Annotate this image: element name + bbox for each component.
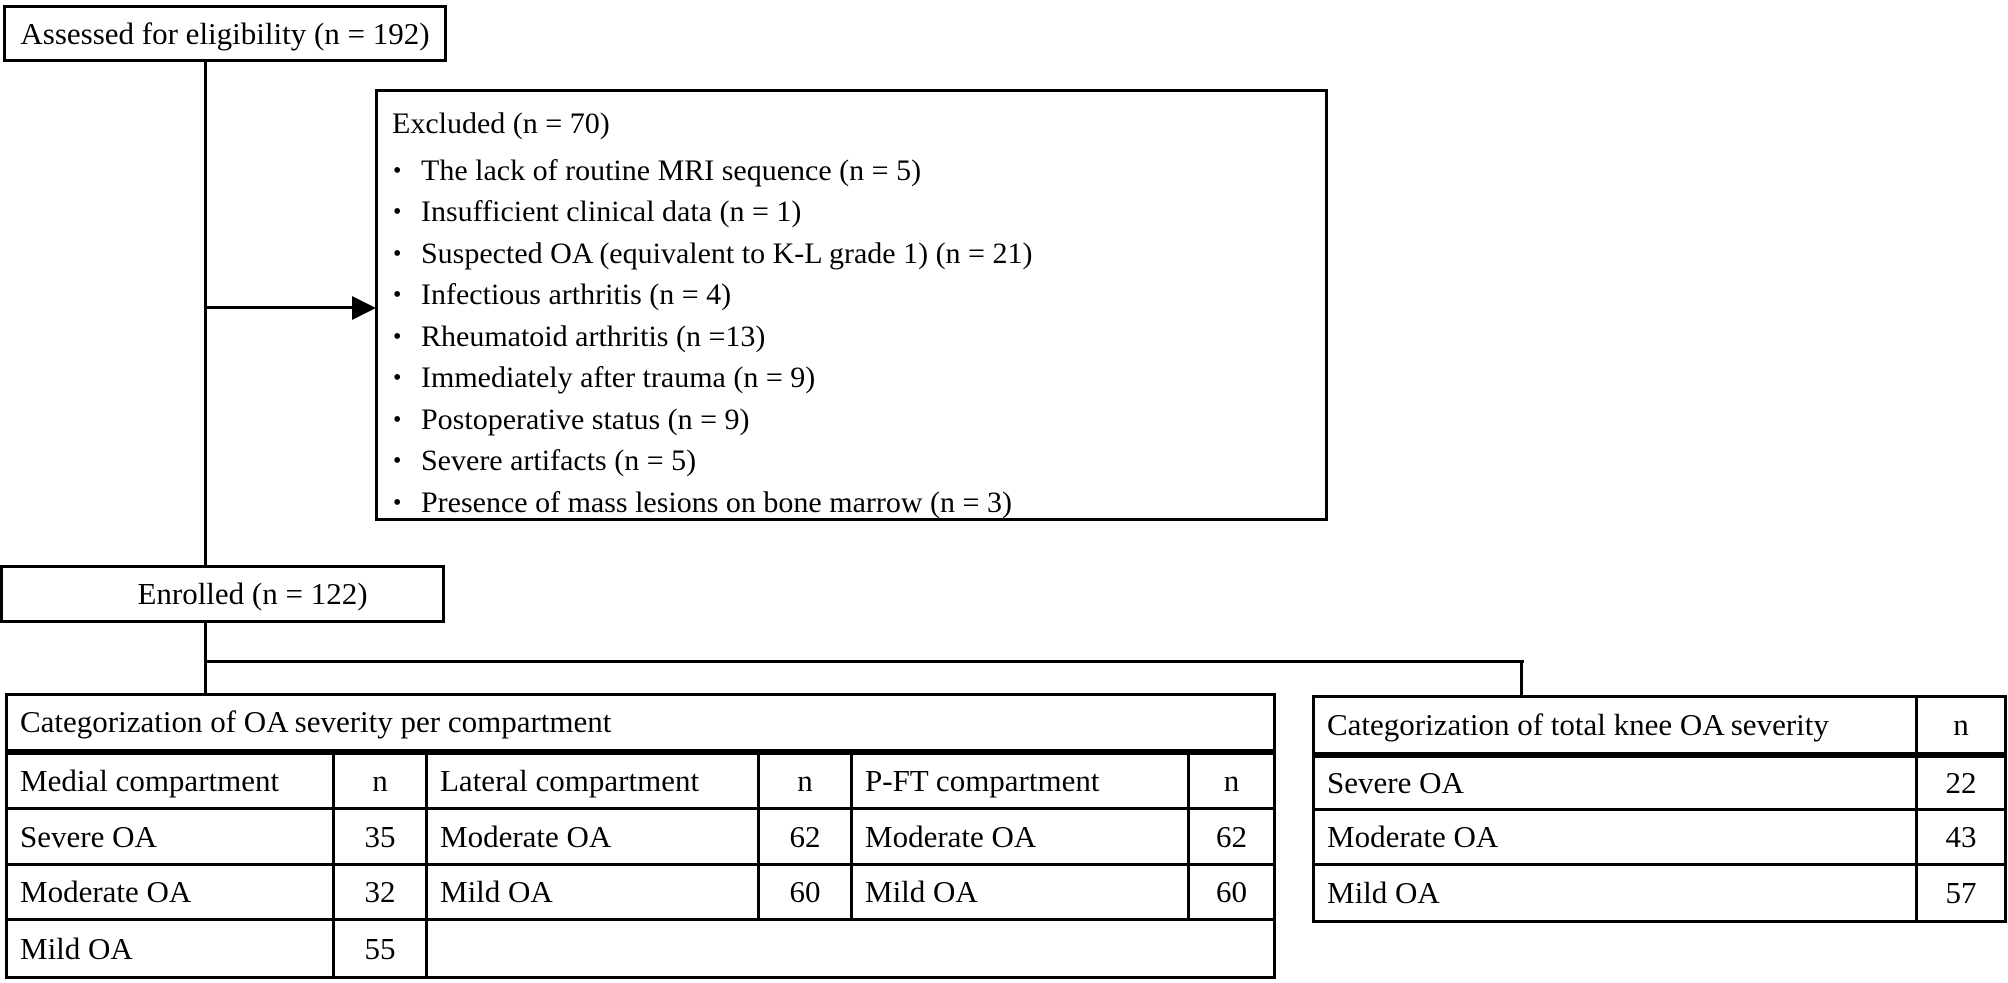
table-row: Mild OA 57 (1312, 863, 2007, 923)
excluded-item-text: Postoperative status (n = 9) (421, 402, 750, 436)
table-row: Moderate OA 43 (1312, 808, 2007, 866)
table-cell: 22 (1915, 753, 2007, 811)
excluded-item: • Rheumatoid arthritis (n =13) (390, 316, 1315, 358)
bullet-icon: • (393, 406, 402, 433)
excluded-item-text: Presence of mass lesions on bone marrow … (421, 485, 1012, 519)
connector-assessed-to-enrolled (204, 61, 207, 565)
enrolled-box: Enrolled (n = 122) (0, 565, 445, 623)
excluded-item-text: Rheumatoid arthritis (n =13) (421, 319, 766, 353)
table-cell: Mild OA (1312, 863, 1918, 923)
column-header: n (757, 750, 853, 810)
column-header: Medial compartment (5, 750, 335, 810)
table-cell: 43 (1915, 808, 2007, 866)
connector-to-right-table (1520, 660, 1523, 697)
table-cell: 60 (757, 863, 853, 921)
excluded-item-text: Insufficient clinical data (n = 1) (421, 195, 802, 229)
excluded-item: • Immediately after trauma (n = 9) (390, 358, 1315, 400)
bullet-icon: • (393, 240, 402, 267)
table-row: Severe OA 22 (1312, 753, 2007, 811)
table-cell: Mild OA (850, 863, 1190, 921)
table-cell: Mild OA (425, 863, 760, 921)
enrolled-label: Enrolled (n = 122) (137, 576, 368, 611)
excluded-list: • The lack of routine MRI sequence (n = 5… (390, 150, 1315, 524)
table-cell: 60 (1187, 863, 1276, 921)
excluded-item: • Postoperative status (n = 9) (390, 399, 1315, 441)
bullet-icon: • (393, 489, 402, 516)
table-header-row: Categorization of total knee OA severity… (1312, 695, 2007, 758)
bullet-icon: • (393, 323, 402, 350)
compartment-severity-table: Categorization of OA severity per compar… (5, 693, 1276, 979)
connector-to-excluded (204, 306, 356, 309)
assessed-box: Assessed for eligibility (n = 192) (3, 5, 447, 62)
excluded-item: • Severe artifacts (n = 5) (390, 441, 1315, 483)
table-cell: 62 (1187, 807, 1276, 866)
excluded-title: Excluded (n = 70) (392, 107, 610, 140)
excluded-item: • Presence of mass lesions on bone marrow… (390, 482, 1315, 524)
arrowhead-icon (352, 296, 376, 320)
bullet-icon: • (393, 199, 402, 226)
excluded-item-text: Suspected OA (equivalent to K-L grade 1)… (421, 236, 1033, 270)
table-cell: 55 (332, 918, 428, 979)
column-header: n (1187, 750, 1276, 810)
table-cell: Moderate OA (425, 807, 760, 866)
table-cell: 35 (332, 807, 428, 866)
table-cell: 57 (1915, 863, 2007, 923)
bullet-icon: • (393, 282, 402, 309)
column-header: Lateral compartment (425, 750, 760, 810)
table-cell: 32 (332, 863, 428, 921)
excluded-item-text: Severe artifacts (n = 5) (421, 444, 697, 478)
excluded-item-text: Infectious arthritis (n = 4) (421, 278, 732, 312)
table-cell: Moderate OA (5, 863, 335, 921)
column-header: P-FT compartment (850, 750, 1190, 810)
column-header: n (1915, 695, 2007, 758)
table-header-row: Medial compartment n Lateral compartment… (5, 750, 1276, 810)
excluded-box: Excluded (n = 70) • The lack of routine M… (375, 89, 1328, 521)
table-row: Severe OA 35 Moderate OA 62 Moderate OA … (5, 807, 1276, 866)
table-cell: Moderate OA (850, 807, 1190, 866)
excluded-item: • The lack of routine MRI sequence (n = 5… (390, 150, 1315, 192)
excluded-item-text: Immediately after trauma (n = 9) (421, 361, 816, 395)
table-row: Moderate OA 32 Mild OA 60 Mild OA 60 (5, 863, 1276, 921)
table-cell: Moderate OA (1312, 808, 1918, 866)
total-knee-severity-table: Categorization of total knee OA severity… (1312, 695, 2007, 923)
column-header: n (332, 750, 428, 810)
table-cell: 62 (757, 807, 853, 866)
bullet-icon: • (393, 157, 402, 184)
table-row: Mild OA 55 (5, 918, 1276, 979)
table-title-cell: Categorization of OA severity per compar… (5, 693, 1276, 755)
table-cell: Severe OA (1312, 753, 1918, 811)
bullet-icon: • (393, 448, 402, 475)
connector-enrolled-to-left-table (204, 622, 207, 694)
excluded-item: • Insufficient clinical data (n = 1) (390, 192, 1315, 234)
table-cell: Severe OA (5, 807, 335, 866)
table-cell: Mild OA (5, 918, 335, 979)
assessed-label: Assessed for eligibility (n = 192) (20, 15, 430, 51)
excluded-item-text: The lack of routine MRI sequence (n = 5) (421, 153, 922, 187)
table-title-cell: Categorization of total knee OA severity (1312, 695, 1918, 758)
connector-branch (204, 660, 1524, 663)
table-title-row: Categorization of OA severity per compar… (5, 693, 1276, 755)
excluded-item: • Suspected OA (equivalent to K-L grade 1… (390, 233, 1315, 275)
bullet-icon: • (393, 365, 402, 392)
excluded-item: • Infectious arthritis (n = 4) (390, 275, 1315, 317)
empty-cell (425, 918, 1276, 979)
